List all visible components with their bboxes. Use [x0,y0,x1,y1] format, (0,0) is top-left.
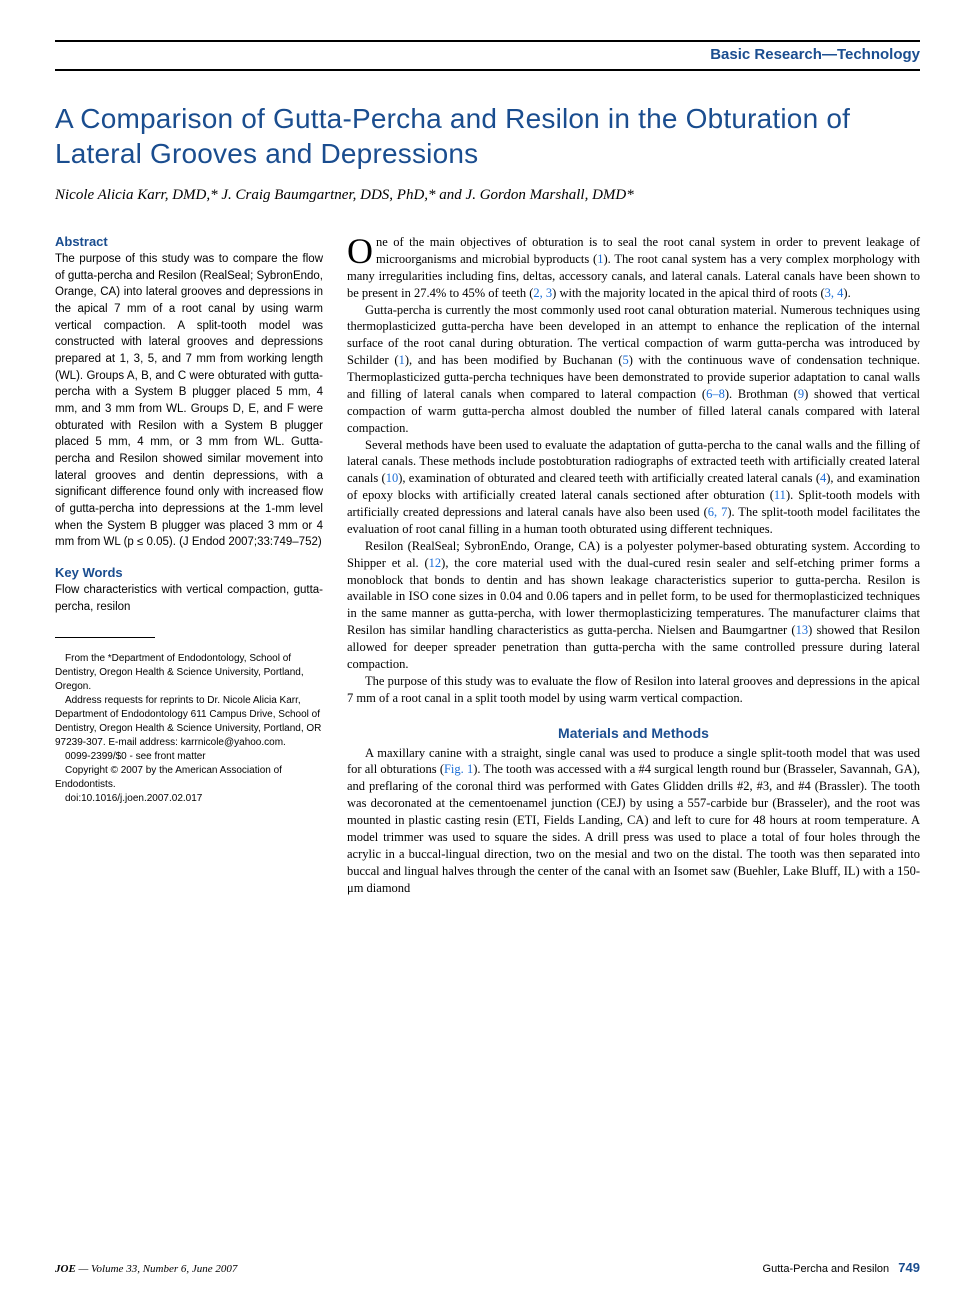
footnote-issn: 0099-2399/$0 - see front matter [55,750,323,764]
top-rule [55,40,920,42]
two-column-layout: Abstract The purpose of this study was t… [55,234,920,896]
footer-left: JOE — Volume 33, Number 6, June 2007 [55,1263,237,1275]
footnote-correspondence: Address requests for reprints to Dr. Nic… [55,694,323,750]
intro-para-1: One of the main objectives of obturation… [347,234,920,302]
footer-right: Gutta-Percha and Resilon 749 [763,1260,920,1275]
keywords-heading: Key Words [55,565,323,580]
footnote-divider [55,637,155,638]
footnote-copyright: Copyright © 2007 by the American Associa… [55,764,323,792]
intro-para-3: Several methods have been used to evalua… [347,437,920,538]
intro-para-4: Resilon (RealSeal; SybronEndo, Orange, C… [347,538,920,673]
footer-running-title: Gutta-Percha and Resilon [763,1263,890,1275]
intro-para-1-text: ne of the main objectives of obturation … [347,235,920,300]
page-footer: JOE — Volume 33, Number 6, June 2007 Gut… [55,1260,920,1275]
intro-para-5: The purpose of this study was to evaluat… [347,673,920,707]
left-column: Abstract The purpose of this study was t… [55,234,323,896]
keywords-text: Flow characteristics with vertical compa… [55,582,323,615]
footnote-doi: doi:10.1016/j.joen.2007.02.017 [55,792,323,806]
article-title: A Comparison of Gutta-Percha and Resilon… [55,101,920,171]
methods-heading: Materials and Methods [347,725,920,741]
footnote-block: From the *Department of Endodontology, S… [55,652,323,806]
intro-para-2: Gutta-percha is currently the most commo… [347,302,920,437]
footnote-affiliation: From the *Department of Endodontology, S… [55,652,323,694]
right-column: One of the main objectives of obturation… [347,234,920,896]
methods-para-1: A maxillary canine with a straight, sing… [347,745,920,897]
dropcap: O [347,234,376,267]
abstract-text: The purpose of this study was to compare… [55,251,323,551]
footer-page-number: 749 [898,1260,920,1275]
author-list: Nicole Alicia Karr, DMD,* J. Craig Baumg… [55,187,920,204]
footer-issue: — Volume 33, Number 6, June 2007 [76,1263,238,1275]
section-header: Basic Research—Technology [55,46,920,71]
footer-journal: JOE [55,1263,76,1275]
abstract-heading: Abstract [55,234,323,249]
